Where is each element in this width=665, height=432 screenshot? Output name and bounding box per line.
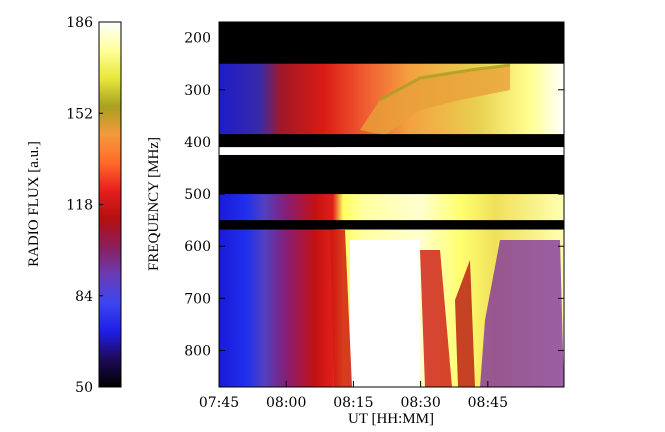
x-tick-label: 07:45 — [199, 395, 239, 411]
no-data-bands — [219, 22, 564, 230]
plot-frame — [218, 21, 565, 388]
x-axis-ticks: 07:45 08:00 08:15 08:30 08:45 — [199, 381, 508, 411]
y-axis-title: FREQUENCY [MHz] — [146, 137, 162, 271]
y-tick-label: 400 — [184, 135, 211, 151]
no-data-band — [219, 154, 564, 195]
x-axis-title: UT [HH:MM] — [348, 411, 434, 427]
no-data-band — [219, 220, 564, 230]
heatmap-body — [219, 22, 564, 387]
x-tick-label: 08:15 — [333, 395, 373, 411]
upper-drift-band — [360, 65, 510, 135]
colorbar-tick-label: 50 — [75, 380, 93, 396]
colorbar: 50 84 118 152 186 RADIO FLUX [a.u.] — [26, 15, 122, 396]
y-tick-label: 300 — [184, 83, 211, 99]
y-tick-label: 600 — [184, 239, 211, 255]
no-data-band — [219, 22, 564, 64]
burst-core — [350, 240, 420, 387]
burst-lane-2 — [420, 250, 452, 387]
burst-lane-4 — [480, 240, 564, 387]
colorbar-ticks: 50 84 118 152 186 — [66, 15, 103, 396]
x-tick-label: 08:45 — [468, 395, 508, 411]
x-tick-label: 08:30 — [400, 395, 440, 411]
colorbar-tick-label: 152 — [66, 106, 93, 122]
burst-lane-3 — [455, 260, 475, 387]
gap-stripe — [219, 147, 564, 155]
spectrogram: 200 300 400 500 600 700 800 07:45 08:00 08:15 08:… — [146, 21, 565, 427]
no-data-band — [219, 134, 564, 148]
colorbar-tick-label: 186 — [66, 15, 93, 31]
x-tick-label: 08:00 — [266, 395, 306, 411]
y-tick-label: 500 — [184, 187, 211, 203]
drift-edge — [379, 63, 511, 102]
colorbar-tick-label: 118 — [66, 198, 93, 214]
colorbar-tick-label: 84 — [75, 289, 93, 305]
burst-lane-1 — [330, 230, 352, 387]
colorbar-label: RADIO FLUX [a.u.] — [26, 141, 42, 267]
y-tick-label: 800 — [184, 344, 211, 360]
y-axis-ticks: 200 300 400 500 600 700 800 — [184, 31, 564, 360]
y-tick-label: 200 — [184, 31, 211, 47]
y-tick-label: 700 — [184, 291, 211, 307]
colorbar-fill — [99, 22, 121, 387]
